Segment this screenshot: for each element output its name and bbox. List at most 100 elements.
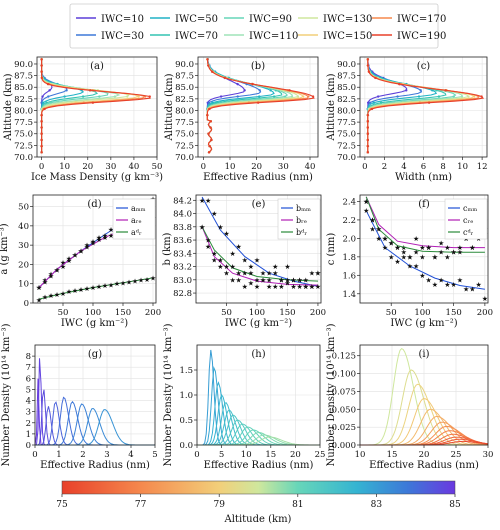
data-marker: ★	[444, 244, 450, 252]
y-tick-label: 30	[18, 241, 29, 251]
data-marker: ★	[72, 251, 78, 259]
data-marker: ★	[217, 256, 223, 264]
data-marker: ★	[272, 263, 278, 271]
data-marker: ★	[297, 276, 303, 284]
data-marker: ★	[315, 270, 321, 278]
profile-marker	[206, 58, 209, 61]
profile-marker	[437, 95, 441, 98]
profile-marker	[296, 95, 300, 98]
y-tick-label: 50	[18, 203, 29, 213]
data-marker: ★	[457, 244, 463, 252]
y-axis-label: Altitude (km)	[164, 73, 175, 141]
data-marker: ★	[388, 240, 394, 248]
data-marker: ★	[407, 253, 413, 261]
profile-marker	[40, 126, 43, 129]
data-marker: ★	[132, 277, 138, 285]
y-tick-label: 85.0	[14, 83, 33, 93]
data-marker: ★	[90, 284, 96, 292]
y-tick-label: 80.0	[14, 106, 33, 116]
data-marker: ★	[223, 230, 229, 238]
data-marker: ★	[419, 272, 425, 280]
data-marker: ★	[144, 276, 150, 284]
profile-marker	[419, 89, 422, 92]
y-tick-label: 1	[26, 430, 31, 440]
profile-marker	[417, 95, 421, 98]
data-marker: ★	[369, 226, 375, 234]
data-marker: ★	[217, 263, 223, 271]
data-marker: ★	[260, 270, 266, 278]
colorbar-gradient	[61, 480, 456, 495]
y-tick-label: 83.8	[173, 223, 192, 233]
profile-marker	[40, 132, 43, 135]
profile-marker	[307, 95, 310, 98]
data-marker: ★	[315, 283, 321, 291]
y-tick-label: 85.0	[337, 83, 356, 93]
data-marker: ★	[114, 280, 120, 288]
colorbar-tick-label: 85	[449, 500, 461, 510]
y-tick-label: 2.4	[342, 197, 356, 207]
data-marker: ★	[242, 283, 248, 291]
data-marker: ★	[84, 244, 90, 252]
y-tick-label: 0.025	[332, 423, 356, 433]
data-marker: ★	[78, 247, 84, 255]
data-marker: ★	[363, 198, 369, 206]
altitude-colorbar: 75 77 79 81 83 85 Altitude (km)	[56, 480, 461, 525]
profile-marker	[269, 89, 272, 92]
x-tick-label: 200	[477, 308, 493, 318]
data-marker: ★	[382, 244, 388, 252]
data-marker: ★	[211, 256, 217, 264]
y-tick-label: 90.0	[337, 60, 356, 70]
data-marker: ★	[266, 270, 272, 278]
data-marker: ★	[382, 235, 388, 243]
data-marker: ★	[211, 250, 217, 258]
profile-marker	[126, 95, 129, 98]
legend-entry: IWC=90	[224, 14, 292, 25]
y-tick-label: 2.0	[342, 234, 356, 244]
data-marker: ★	[150, 274, 156, 282]
profile-marker	[207, 132, 210, 135]
profile-marker	[366, 120, 370, 123]
data-marker: ★	[236, 270, 242, 278]
y-tick-label: 6	[26, 374, 31, 384]
data-marker: ★	[451, 281, 457, 289]
panel-legend-label: bᵈᵣ	[296, 228, 307, 237]
x-tick-label: 20	[82, 162, 93, 172]
y-tick-label: 84.2	[173, 196, 192, 206]
legend-entry: IWC=10	[76, 14, 144, 25]
y-tick-label: 75.0	[175, 130, 194, 140]
y-tick-label: 1.0	[179, 391, 193, 401]
profile-marker	[148, 95, 151, 98]
data-marker: ★	[36, 284, 42, 292]
x-tick-label: 25	[451, 450, 462, 460]
profile-marker	[236, 95, 239, 98]
panel-a: 0 10 20 30 40 50 70.0 72.575.0 77.5 80.082.5 85.08…	[3, 56, 163, 183]
data-marker: ★	[217, 223, 223, 231]
x-tick-label: 0	[39, 162, 44, 172]
data-marker: ★	[438, 240, 444, 248]
data-marker: ★	[205, 243, 211, 251]
profile-marker	[374, 76, 377, 80]
data-marker: ★	[102, 232, 108, 240]
data-marker: ★	[469, 244, 475, 252]
x-tick-label: 5	[152, 450, 157, 460]
profile-marker	[366, 126, 370, 129]
data-marker: ★	[419, 244, 425, 252]
x-tick-label: 30	[278, 162, 289, 172]
legend-label: IWC=150	[323, 31, 372, 42]
profile-marker	[366, 151, 370, 154]
figure-legend: IWC=10 IWC=30 IWC=50 IWC=70 IWC=90 IWC=110 IWC…	[69, 3, 446, 49]
colorbar-tick-label: 81	[292, 500, 303, 510]
data-marker: ★	[401, 244, 407, 252]
x-tick-label: 40	[305, 162, 316, 172]
data-marker: ★	[369, 216, 375, 224]
panel-i: 10 15 20 25 30 0.000 0.025 0.050 0.075 0.100 0.125…	[326, 323, 493, 471]
data-marker: ★	[303, 276, 309, 284]
data-marker: ★	[229, 250, 235, 258]
axes-frame	[197, 56, 319, 158]
data-marker: ★	[394, 258, 400, 266]
fit-line	[38, 277, 154, 300]
data-marker: ★	[297, 283, 303, 291]
data-marker: ★	[48, 271, 54, 279]
data-marker: ★	[223, 270, 229, 278]
